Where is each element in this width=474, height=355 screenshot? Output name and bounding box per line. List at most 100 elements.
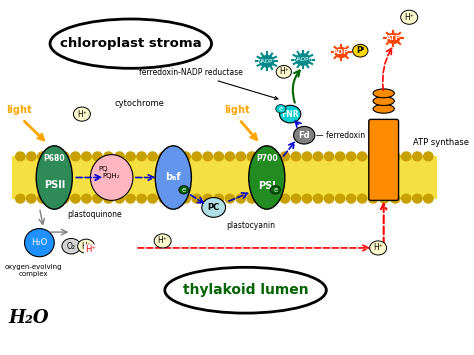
Ellipse shape (292, 152, 301, 161)
Ellipse shape (324, 152, 334, 161)
Ellipse shape (104, 152, 113, 161)
Ellipse shape (159, 152, 168, 161)
Text: ATP: ATP (386, 36, 401, 42)
Text: plastoquinone: plastoquinone (67, 210, 122, 219)
Ellipse shape (313, 194, 323, 203)
Ellipse shape (302, 152, 312, 161)
Text: H⁺: H⁺ (158, 236, 168, 245)
Ellipse shape (247, 152, 256, 161)
Circle shape (276, 105, 286, 113)
FancyBboxPatch shape (369, 119, 399, 200)
Ellipse shape (155, 146, 191, 209)
Text: O₂: O₂ (67, 242, 76, 251)
Text: H₂O: H₂O (31, 238, 47, 247)
Ellipse shape (357, 152, 367, 161)
Ellipse shape (236, 152, 246, 161)
Circle shape (78, 239, 95, 253)
Ellipse shape (373, 89, 394, 98)
Ellipse shape (380, 194, 389, 203)
Ellipse shape (269, 152, 279, 161)
Text: plastocyanin: plastocyanin (227, 220, 275, 230)
Ellipse shape (159, 194, 168, 203)
Text: Pᴵ: Pᴵ (356, 46, 365, 55)
Ellipse shape (401, 194, 411, 203)
Text: b₆f: b₆f (165, 173, 181, 182)
Ellipse shape (203, 152, 212, 161)
Ellipse shape (368, 194, 378, 203)
Ellipse shape (391, 152, 400, 161)
Text: e: e (279, 106, 283, 112)
Text: P700: P700 (256, 154, 278, 163)
Ellipse shape (115, 152, 124, 161)
Ellipse shape (324, 194, 334, 203)
Circle shape (62, 239, 81, 254)
Ellipse shape (247, 194, 256, 203)
Ellipse shape (25, 229, 55, 257)
Circle shape (293, 126, 315, 144)
Ellipse shape (181, 194, 191, 203)
Ellipse shape (115, 194, 124, 203)
Ellipse shape (401, 152, 411, 161)
Ellipse shape (126, 194, 135, 203)
Ellipse shape (126, 152, 135, 161)
Circle shape (370, 241, 387, 255)
Text: PQ: PQ (99, 166, 108, 172)
Ellipse shape (170, 194, 179, 203)
Text: H⁺: H⁺ (81, 242, 91, 251)
Ellipse shape (71, 194, 80, 203)
Text: H₂O: H₂O (9, 310, 49, 327)
Text: Fd: Fd (299, 131, 310, 140)
Text: P680: P680 (44, 154, 65, 163)
Circle shape (73, 107, 91, 121)
Ellipse shape (373, 97, 394, 105)
Ellipse shape (104, 194, 113, 203)
Circle shape (334, 47, 348, 58)
Ellipse shape (412, 152, 422, 161)
Ellipse shape (214, 152, 223, 161)
FancyBboxPatch shape (12, 156, 437, 199)
Circle shape (387, 33, 400, 44)
Ellipse shape (27, 194, 36, 203)
Ellipse shape (137, 194, 146, 203)
Ellipse shape (93, 152, 102, 161)
Ellipse shape (313, 152, 323, 161)
Ellipse shape (203, 194, 212, 203)
Ellipse shape (49, 152, 58, 161)
Ellipse shape (170, 152, 179, 161)
Text: ATP synthase: ATP synthase (413, 138, 469, 147)
Text: PSI: PSI (258, 181, 276, 191)
Ellipse shape (148, 194, 157, 203)
Ellipse shape (37, 194, 47, 203)
Circle shape (270, 186, 281, 194)
Ellipse shape (82, 152, 91, 161)
Ellipse shape (258, 194, 267, 203)
Circle shape (179, 186, 189, 194)
Ellipse shape (148, 152, 157, 161)
Circle shape (295, 53, 310, 66)
Text: H⁺: H⁺ (85, 245, 96, 254)
Text: thylakoid lumen: thylakoid lumen (183, 283, 309, 297)
Circle shape (259, 55, 274, 67)
Ellipse shape (424, 152, 433, 161)
Ellipse shape (91, 155, 133, 200)
Text: light: light (7, 105, 32, 115)
Ellipse shape (357, 194, 367, 203)
Ellipse shape (60, 152, 69, 161)
Ellipse shape (181, 152, 191, 161)
Ellipse shape (16, 194, 25, 203)
Ellipse shape (292, 194, 301, 203)
Text: PQH₂: PQH₂ (103, 173, 120, 179)
Ellipse shape (380, 152, 389, 161)
Text: ferredoxin-NADP reductase: ferredoxin-NADP reductase (139, 69, 278, 99)
Text: chloroplast stroma: chloroplast stroma (60, 37, 201, 50)
Text: H⁺: H⁺ (373, 244, 383, 252)
Circle shape (202, 198, 226, 217)
Text: e: e (182, 187, 186, 193)
Ellipse shape (346, 152, 356, 161)
Circle shape (280, 105, 301, 123)
Ellipse shape (225, 194, 235, 203)
Ellipse shape (36, 146, 73, 209)
Ellipse shape (249, 146, 285, 209)
Ellipse shape (368, 152, 378, 161)
Ellipse shape (424, 194, 433, 203)
